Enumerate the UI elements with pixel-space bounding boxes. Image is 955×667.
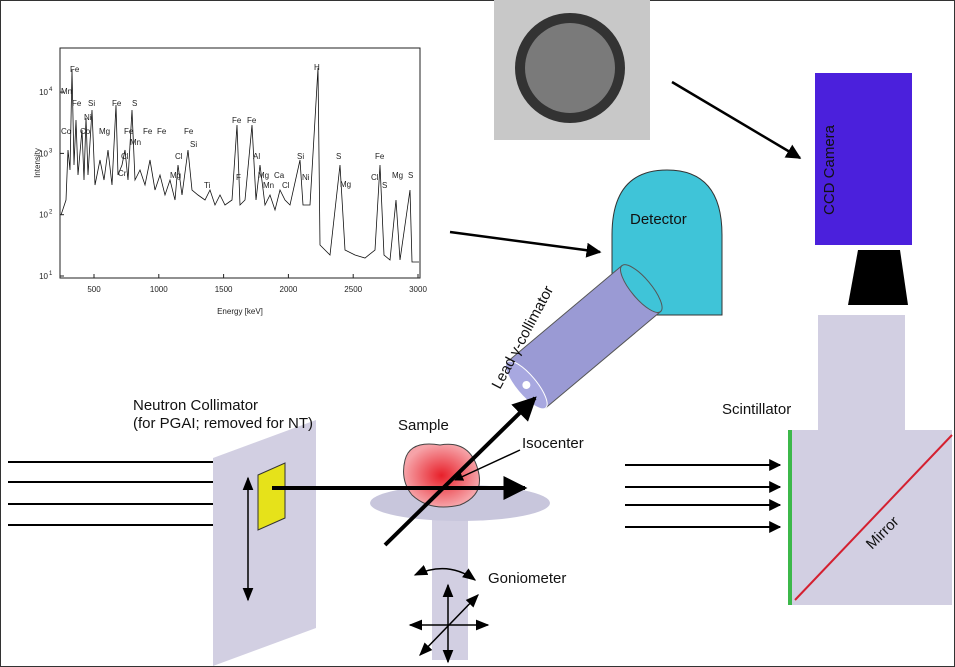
peak-label: Si bbox=[88, 99, 95, 108]
peak-label: Si bbox=[297, 152, 304, 161]
peak-label: Fe bbox=[375, 152, 385, 161]
peak-label: Mg bbox=[99, 127, 110, 136]
peak-label: Fe bbox=[112, 99, 122, 108]
peak-label: Fe bbox=[124, 127, 134, 136]
x-tick-label: 500 bbox=[87, 285, 101, 294]
peak-label: Mg bbox=[258, 171, 269, 180]
peak-label: Mg bbox=[340, 180, 351, 189]
peak-label: Cl bbox=[175, 152, 183, 161]
label: Sample bbox=[398, 417, 449, 434]
peak-label: Mn bbox=[130, 138, 141, 147]
peak-label: Fe bbox=[232, 116, 242, 125]
label: Detector bbox=[630, 211, 687, 228]
radiograph-core bbox=[525, 23, 615, 113]
label: (for PGAI; removed for NT) bbox=[133, 415, 313, 432]
y-tick-label: 10 bbox=[39, 211, 48, 220]
peak-label: Fe bbox=[143, 127, 153, 136]
label: Isocenter bbox=[522, 435, 584, 452]
label: Scintillator bbox=[722, 401, 791, 418]
label: CCD Camera bbox=[821, 124, 838, 215]
label: Goniometer bbox=[488, 570, 566, 587]
x-tick-label: 1500 bbox=[215, 285, 233, 294]
peak-label: Ni bbox=[302, 173, 310, 182]
peak-label: F bbox=[236, 173, 241, 182]
y-tick-label: 10 bbox=[39, 272, 48, 281]
y-tick-label: 10 bbox=[39, 149, 48, 158]
label: Neutron Collimator bbox=[133, 397, 258, 414]
peak-label: S bbox=[336, 152, 341, 161]
x-tick-label: 2000 bbox=[280, 285, 298, 294]
y-tick-label: 10 bbox=[39, 88, 48, 97]
aperture bbox=[258, 463, 285, 530]
peak-label: Co bbox=[80, 127, 91, 136]
tower bbox=[818, 315, 905, 433]
peak-label: H bbox=[314, 63, 320, 72]
peak-label: Mg bbox=[170, 171, 181, 180]
peak-label: Fe bbox=[70, 65, 80, 74]
peak-label: Fe bbox=[247, 116, 257, 125]
peak-label: Ca bbox=[274, 171, 285, 180]
sample bbox=[404, 444, 480, 507]
peak-label: Fe bbox=[157, 127, 167, 136]
peak-label: S bbox=[132, 99, 137, 108]
peak-label: Cl bbox=[121, 152, 129, 161]
peak-label: S bbox=[408, 171, 413, 180]
peak-label: Ni bbox=[84, 113, 92, 122]
peak-label: Cr bbox=[118, 169, 127, 178]
x-tick-label: 3000 bbox=[409, 285, 427, 294]
peak-label: Fe bbox=[184, 127, 194, 136]
diagram: Neutron Collimator (for PGAI; removed fo… bbox=[0, 0, 955, 667]
peak-label: Fe bbox=[72, 99, 82, 108]
x-tick-label: 2500 bbox=[344, 285, 362, 294]
neutron-collimator bbox=[213, 420, 316, 666]
peak-label: S bbox=[382, 181, 387, 190]
peak-label: Mn bbox=[263, 181, 274, 190]
peak-label: Mg bbox=[392, 171, 403, 180]
peak-label: Si bbox=[190, 140, 197, 149]
axis-label: Energy [keV] bbox=[217, 307, 263, 316]
peak-label: Al bbox=[253, 152, 260, 161]
peak-label: Cl bbox=[371, 173, 379, 182]
peak-label: Mn bbox=[61, 87, 72, 96]
x-tick-label: 1000 bbox=[150, 285, 168, 294]
peak-label: Ti bbox=[204, 181, 211, 190]
peak-label: Cl bbox=[282, 181, 290, 190]
lens bbox=[848, 250, 908, 305]
peak-label: Co bbox=[61, 127, 72, 136]
